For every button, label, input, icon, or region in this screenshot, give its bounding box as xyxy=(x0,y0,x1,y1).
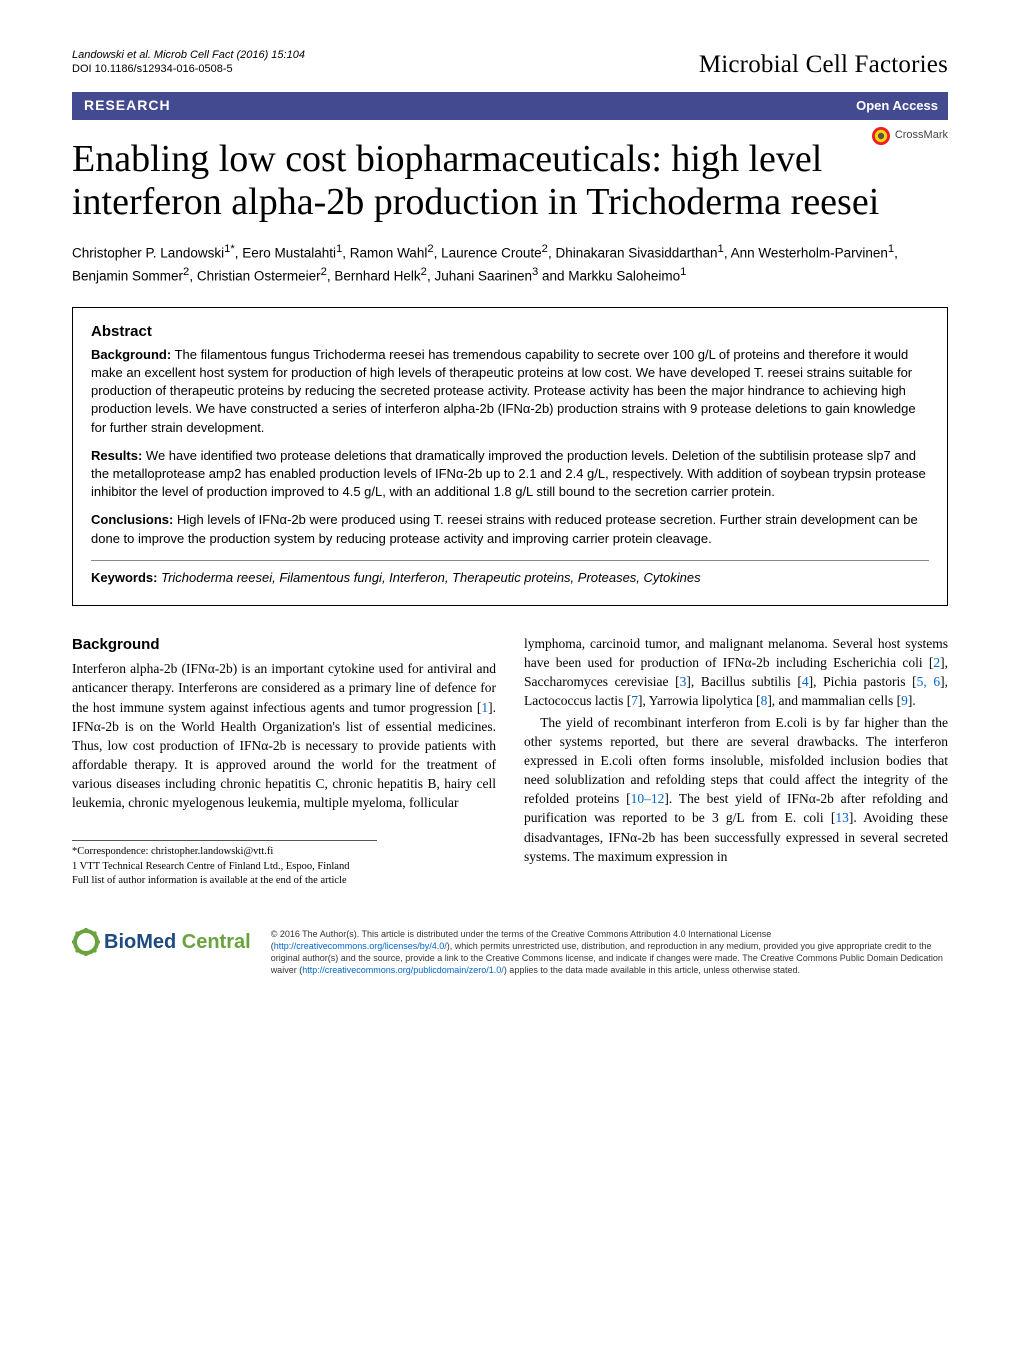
background-text: The filamentous fungus Trichoderma reese… xyxy=(91,347,916,435)
abstract-heading: Abstract xyxy=(91,322,929,342)
footer-row: BioMed Central © 2016 The Author(s). Thi… xyxy=(72,920,948,977)
correspondence-affiliation: 1 VTT Technical Research Centre of Finla… xyxy=(72,860,377,874)
left-column: Background Interferon alpha-2b (IFNα-2b)… xyxy=(72,634,496,888)
doi-line: DOI 10.1186/s12934-016-0508-5 xyxy=(72,62,305,76)
citation-line1: Landowski et al. Microb Cell Fact (2016)… xyxy=(72,48,305,62)
background-label: Background: xyxy=(91,347,171,362)
license-text: © 2016 The Author(s). This article is di… xyxy=(271,928,948,977)
biomed-central-logo: BioMed Central xyxy=(72,928,251,956)
citation-block: Landowski et al. Microb Cell Fact (2016)… xyxy=(72,48,305,77)
conclusions-text: High levels of IFNα-2b were produced usi… xyxy=(91,512,918,545)
keywords-label: Keywords: xyxy=(91,570,157,585)
right-col-p1: lymphoma, carcinoid tumor, and malignant… xyxy=(524,634,948,711)
abstract-conclusions: Conclusions: High levels of IFNα-2b were… xyxy=(91,511,929,547)
cog-icon xyxy=(72,928,100,956)
abstract-background: Background: The filamentous fungus Trich… xyxy=(91,346,929,437)
correspondence-note: Full list of author information is avail… xyxy=(72,874,377,888)
keywords-text: Trichoderma reesei, Filamentous fungi, I… xyxy=(161,570,701,585)
abstract-keywords: Keywords: Trichoderma reesei, Filamentou… xyxy=(91,560,929,587)
abstract-results: Results: We have identified two protease… xyxy=(91,447,929,502)
article-type-bar: RESEARCH Open Access xyxy=(72,92,948,120)
left-col-text: Interferon alpha-2b (IFNα-2b) is an impo… xyxy=(72,659,496,812)
correspondence-email: *Correspondence: christopher.landowski@v… xyxy=(72,845,377,859)
right-column: lymphoma, carcinoid tumor, and malignant… xyxy=(524,634,948,888)
background-heading: Background xyxy=(72,634,496,655)
crossmark-label: CrossMark xyxy=(895,128,948,143)
body-columns: Background Interferon alpha-2b (IFNα-2b)… xyxy=(72,634,948,888)
logo-text: BioMed Central xyxy=(104,929,251,956)
correspondence-block: *Correspondence: christopher.landowski@v… xyxy=(72,840,377,888)
conclusions-label: Conclusions: xyxy=(91,512,173,527)
open-access-label: Open Access xyxy=(856,97,938,115)
journal-title: Microbial Cell Factories xyxy=(699,48,948,82)
crossmark-icon xyxy=(871,126,891,146)
header-row: Landowski et al. Microb Cell Fact (2016)… xyxy=(72,48,948,82)
results-text: We have identified two protease deletion… xyxy=(91,448,926,499)
author-list: Christopher P. Landowski1*, Eero Mustala… xyxy=(72,241,948,287)
results-label: Results: xyxy=(91,448,142,463)
article-type-label: RESEARCH xyxy=(84,96,171,115)
abstract-box: Abstract Background: The filamentous fun… xyxy=(72,307,948,606)
right-col-p2: The yield of recombinant interferon from… xyxy=(524,713,948,866)
article-title: Enabling low cost biopharmaceuticals: hi… xyxy=(72,138,948,225)
